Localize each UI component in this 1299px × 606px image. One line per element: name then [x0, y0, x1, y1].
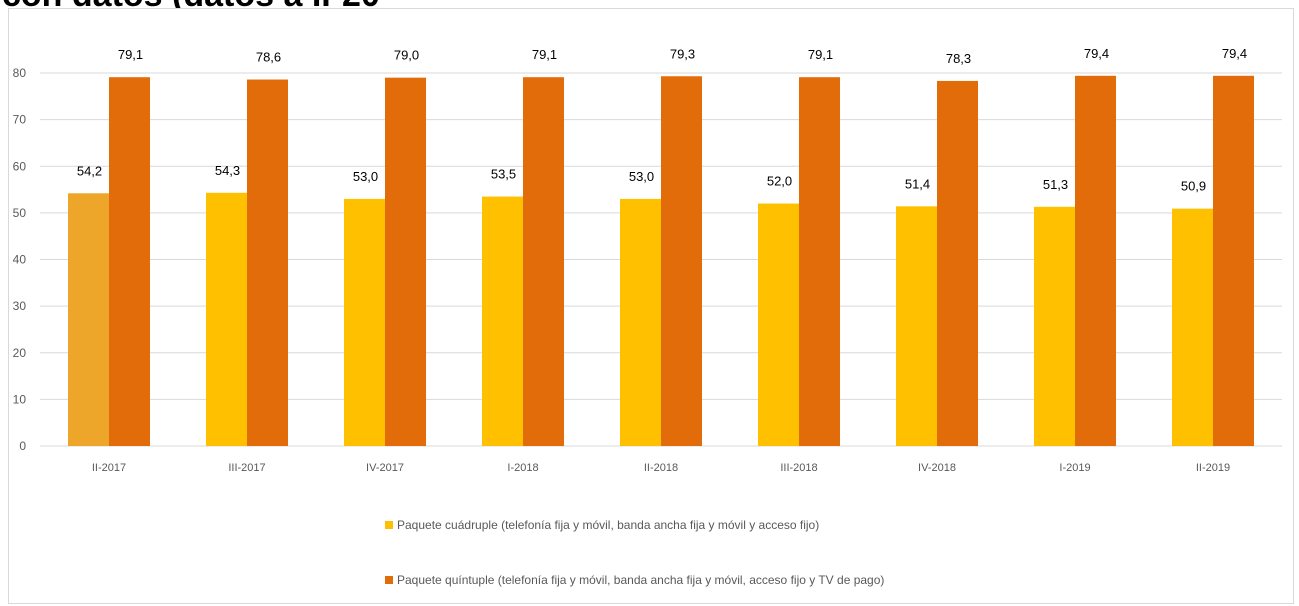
y-tick-label: 10 [13, 392, 27, 406]
y-tick-label: 20 [13, 346, 27, 360]
bar-quint-III-2018 [799, 77, 840, 446]
data-label: 79,1 [532, 47, 557, 62]
x-tick-label: IV-2018 [918, 462, 956, 474]
bar-quint-I-2019 [1075, 76, 1116, 446]
data-label: 54,3 [215, 163, 240, 178]
legend-label-quint: Paquete quíntuple (telefonía fija y móvi… [397, 573, 884, 587]
data-label: 51,4 [905, 176, 930, 191]
x-tick-label: I-2018 [507, 462, 538, 474]
bar-quad-IV-2018 [896, 206, 937, 446]
data-label: 78,3 [946, 51, 971, 66]
bar-quad-I-2018 [482, 197, 523, 446]
legend-item-quint: Paquete quíntuple (telefonía fija y móvi… [385, 572, 884, 588]
x-tick-label: II-2017 [92, 462, 126, 474]
y-tick-label: 60 [13, 159, 27, 173]
y-tick-label: 0 [19, 439, 26, 453]
y-tick-label: 30 [13, 299, 27, 313]
y-tick-label: 50 [13, 206, 27, 220]
x-tick-label: III-2018 [780, 462, 817, 474]
data-label: 51,3 [1043, 177, 1068, 192]
bar-quad-II-2019 [1172, 209, 1213, 446]
x-tick-label: II-2018 [644, 462, 678, 474]
bar-quint-IV-2017 [385, 78, 426, 446]
bar-quad-II-2017 [68, 193, 109, 446]
data-label: 79,1 [808, 47, 833, 62]
data-label: 78,6 [256, 50, 281, 65]
bar-quint-II-2017 [109, 77, 150, 446]
data-label: 79,4 [1222, 46, 1247, 61]
legend-swatch-quint [385, 576, 393, 584]
data-label: 53,5 [491, 167, 516, 182]
y-tick-label: 70 [13, 113, 27, 127]
bar-quad-II-2018 [620, 199, 661, 446]
data-label: 53,0 [353, 169, 378, 184]
legend-label-quad: Paquete cuádruple (telefonía fija y móvi… [397, 518, 819, 532]
data-label: 79,0 [394, 48, 419, 63]
data-label: 79,4 [1084, 46, 1109, 61]
x-tick-label: II-2019 [1196, 462, 1230, 474]
bar-quint-II-2019 [1213, 76, 1254, 446]
data-label: 79,1 [118, 47, 143, 62]
x-tick-label: III-2017 [228, 462, 265, 474]
y-axis-ticks: 0 10 20 30 40 50 60 70 80 [13, 66, 27, 453]
bar-quint-III-2017 [247, 80, 288, 446]
bar-quint-II-2018 [661, 76, 702, 446]
x-tick-label: IV-2017 [366, 462, 404, 474]
data-label: 54,2 [77, 163, 102, 178]
data-label: 79,3 [670, 46, 695, 61]
data-label: 50,9 [1181, 179, 1206, 194]
legend-item-quad: Paquete cuádruple (telefonía fija y móvi… [385, 517, 819, 533]
data-label: 53,0 [629, 169, 654, 184]
bar-quad-III-2018 [758, 204, 799, 446]
x-axis-ticks: II-2017 III-2017 IV-2017 I-2018 II-2018 III-2… [92, 462, 1230, 474]
legend-swatch-quad [385, 521, 393, 529]
bar-quint-IV-2018 [937, 81, 978, 446]
y-tick-label: 80 [13, 66, 27, 80]
bar-layer [68, 76, 1254, 446]
bar-quad-I-2019 [1034, 207, 1075, 446]
bar-quad-IV-2017 [344, 199, 385, 446]
x-tick-label: I-2019 [1059, 462, 1090, 474]
bar-quint-I-2018 [523, 77, 564, 446]
data-label: 52,0 [767, 174, 792, 189]
bar-quad-III-2017 [206, 193, 247, 446]
y-tick-label: 40 [13, 253, 27, 267]
